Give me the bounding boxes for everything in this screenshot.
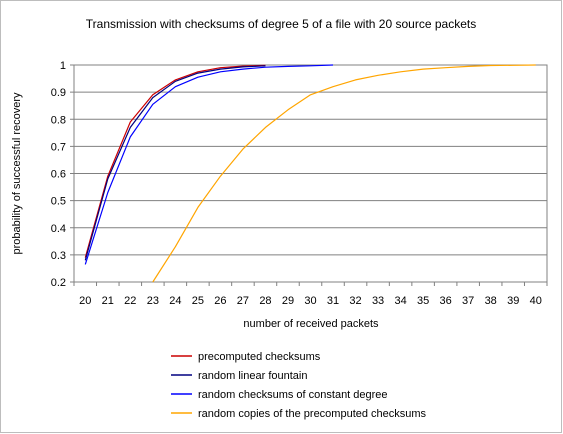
y-tick-label: 0.9 xyxy=(51,87,66,99)
legend-label: random copies of the precomputed checksu… xyxy=(198,408,427,420)
x-tick-label: 25 xyxy=(192,295,204,307)
x-tick-label: 37 xyxy=(462,295,474,307)
x-tick-label: 20 xyxy=(79,295,91,307)
x-tick-labels: 20 21 22 23 24 25 26 27 28 29 30 31 32 33 34 35 36 37 38 39… xyxy=(79,295,542,307)
x-tick-label: 36 xyxy=(440,295,452,307)
y-tick-label: 0.8 xyxy=(51,114,66,126)
x-tick-label: 24 xyxy=(169,295,181,307)
x-tick-label: 21 xyxy=(102,295,114,307)
x-tick-label: 28 xyxy=(259,295,271,307)
x-tick-label: 40 xyxy=(530,295,542,307)
x-tick-label: 39 xyxy=(507,295,519,307)
x-tick-label: 29 xyxy=(282,295,294,307)
series-line-1 xyxy=(84,64,266,258)
series-group xyxy=(84,64,536,283)
x-tick-label: 34 xyxy=(394,295,406,307)
y-axis-label: probability of successful recovery xyxy=(11,92,23,255)
legend: precomputed checksums random linear fount… xyxy=(171,351,427,420)
legend-label: random checksums of constant degree xyxy=(198,389,388,401)
series-line-4 xyxy=(152,64,536,283)
series-line-3 xyxy=(84,64,334,265)
x-tick-label: 38 xyxy=(485,295,497,307)
grid xyxy=(70,64,548,286)
x-tick-label: 33 xyxy=(372,295,384,307)
x-tick-label: 27 xyxy=(237,295,249,307)
x-axis-label: number of received packets xyxy=(243,318,379,330)
legend-label: random linear fountain xyxy=(198,370,307,382)
legend-label: precomputed checksums xyxy=(198,351,321,363)
x-tick-label: 26 xyxy=(214,295,226,307)
x-tick-label: 30 xyxy=(304,295,316,307)
y-tick-label: 0.5 xyxy=(51,196,66,208)
series-line-2 xyxy=(84,65,266,261)
y-tick-labels: 0.2 0.3 0.4 0.5 0.6 0.7 0.8 0.9 1 xyxy=(51,60,66,289)
x-tick-label: 35 xyxy=(417,295,429,307)
y-tick-label: 0.3 xyxy=(51,250,66,262)
y-tick-label: 0.2 xyxy=(51,277,66,289)
x-tick-label: 23 xyxy=(147,295,159,307)
x-tick-label: 32 xyxy=(349,295,361,307)
y-tick-label: 1 xyxy=(60,60,66,72)
y-tick-label: 0.6 xyxy=(51,169,66,181)
x-tick-label: 31 xyxy=(327,295,339,307)
y-tick-label: 0.7 xyxy=(51,141,66,153)
x-tick-label: 22 xyxy=(124,295,136,307)
y-tick-label: 0.4 xyxy=(51,223,66,235)
chart-title: Transmission with checksums of degree 5 … xyxy=(86,17,476,31)
